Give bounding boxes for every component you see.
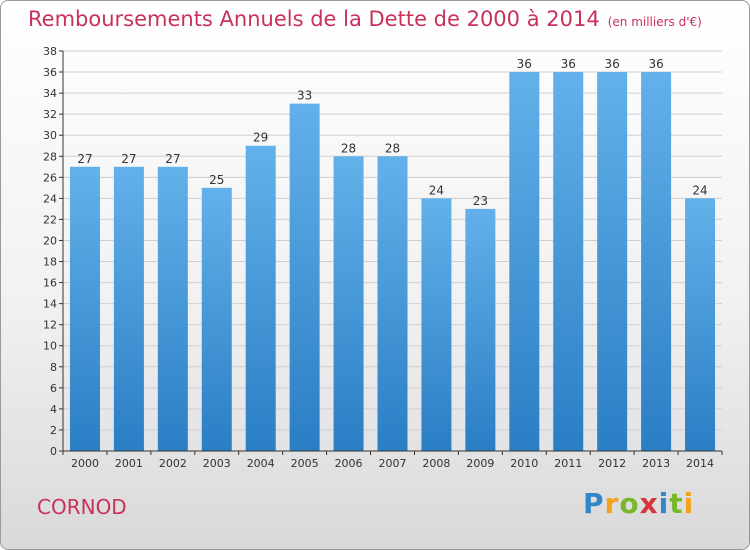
- y-tick-label: 16: [43, 277, 57, 290]
- y-tick-label: 0: [50, 445, 57, 458]
- x-tick-label-2002: 2002: [159, 457, 187, 470]
- logo-letter: i: [683, 487, 695, 520]
- bar-2008: [421, 198, 452, 451]
- bar-2005: [289, 103, 320, 451]
- x-tick-label-2001: 2001: [115, 457, 143, 470]
- logo-letter: i: [658, 487, 670, 520]
- y-tick-label: 22: [43, 213, 57, 226]
- chart-title-text: Remboursements Annuels de la Dette de 20…: [28, 7, 600, 31]
- x-tick-label-2005: 2005: [291, 457, 319, 470]
- bar-2004: [245, 145, 276, 451]
- x-tick-label-2010: 2010: [510, 457, 538, 470]
- value-labels: 27 27 27 25 29 33 28 28 24 23 36 36 36 36 24: [77, 57, 707, 208]
- x-tick-label-2014: 2014: [686, 457, 714, 470]
- y-tick-label: 36: [43, 66, 57, 79]
- y-tick-label: 32: [43, 108, 57, 121]
- bar-2011: [553, 72, 584, 451]
- value-label-2012: 36: [605, 57, 620, 71]
- y-tick-label: 28: [43, 150, 57, 163]
- value-label-2014: 24: [692, 183, 707, 197]
- y-tick-label: 34: [43, 87, 57, 100]
- y-tick-label: 10: [43, 340, 57, 353]
- value-label-2006: 28: [341, 141, 356, 155]
- logo-letter: t: [669, 487, 684, 520]
- bar-2001: [113, 166, 144, 451]
- x-tick-label-2012: 2012: [598, 457, 626, 470]
- y-tick-label: 18: [43, 256, 57, 269]
- logo-letter: o: [619, 487, 640, 520]
- bar-2010: [509, 72, 540, 451]
- logo-letter: r: [604, 487, 620, 520]
- proxiti-logo: Proxiti: [583, 487, 694, 520]
- value-label-2013: 36: [648, 57, 663, 71]
- value-label-2004: 29: [253, 131, 268, 145]
- x-tick-label-2006: 2006: [335, 457, 363, 470]
- x-tick-label-2013: 2013: [642, 457, 670, 470]
- y-tick-label: 24: [43, 192, 57, 205]
- y-tick-label: 12: [43, 319, 57, 332]
- bar-2006: [333, 156, 364, 451]
- bar-2009: [465, 208, 496, 451]
- y-tick-label: 4: [50, 403, 57, 416]
- x-tick-label-2000: 2000: [71, 457, 99, 470]
- value-label-2003: 25: [209, 173, 224, 187]
- x-tick-label-2008: 2008: [422, 457, 450, 470]
- value-label-2000: 27: [77, 152, 92, 166]
- value-label-2008: 24: [429, 183, 444, 197]
- bar-2013: [641, 72, 672, 451]
- x-tick-label-2004: 2004: [247, 457, 275, 470]
- chart-subtitle: (en milliers d'€): [607, 15, 702, 29]
- bar-2000: [69, 166, 100, 451]
- value-label-2005: 33: [297, 89, 312, 103]
- value-label-2001: 27: [121, 152, 136, 166]
- y-tick-label: 38: [43, 45, 57, 58]
- value-label-2009: 23: [473, 194, 488, 208]
- x-tick-label-2011: 2011: [554, 457, 582, 470]
- bar-2012: [597, 72, 628, 451]
- y-tick-label: 14: [43, 298, 57, 311]
- value-label-2010: 36: [517, 57, 532, 71]
- y-tick-label: 26: [43, 171, 57, 184]
- y-tick-label: 2: [50, 424, 57, 437]
- value-label-2007: 28: [385, 141, 400, 155]
- y-tick-label: 6: [50, 382, 57, 395]
- bar-2014: [685, 198, 716, 451]
- chart-title: Remboursements Annuels de la Dette de 20…: [28, 7, 702, 31]
- y-tick-label: 20: [43, 234, 57, 247]
- bar-2002: [157, 166, 188, 451]
- bar-2003: [201, 187, 232, 451]
- value-label-2011: 36: [561, 57, 576, 71]
- value-label-2002: 27: [165, 152, 180, 166]
- bars: [69, 72, 716, 451]
- city-name: CORNOD: [37, 495, 127, 519]
- y-tick-label: 8: [50, 361, 57, 374]
- bar-2007: [377, 156, 408, 451]
- x-tick-label-2009: 2009: [466, 457, 494, 470]
- logo-letter: P: [583, 487, 605, 520]
- y-tick-label: 30: [43, 129, 57, 142]
- x-tick-label-2003: 2003: [203, 457, 231, 470]
- x-tick-label-2007: 2007: [379, 457, 407, 470]
- logo-letter: x: [639, 487, 659, 520]
